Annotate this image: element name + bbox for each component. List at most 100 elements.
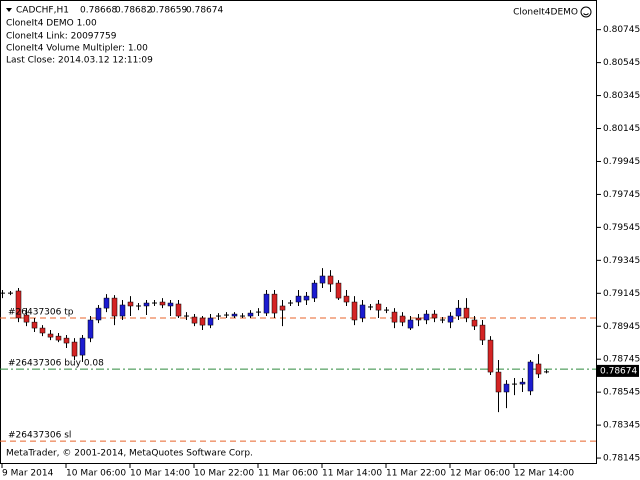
- candle-body: [455, 307, 462, 317]
- candle-body: [79, 337, 86, 356]
- candle-body: [423, 313, 430, 321]
- candle-body: [479, 324, 486, 341]
- candle-body: [71, 341, 78, 357]
- info-line: CloneIt4 Link: 20097759: [6, 32, 117, 42]
- candle-body: [487, 339, 494, 373]
- candle-body: [207, 317, 214, 326]
- y-tick-label: 0.80545: [603, 58, 640, 68]
- x-tick-label: 12 Mar 14:00: [514, 469, 574, 479]
- candle-body: [175, 303, 182, 317]
- smiley-face: [580, 6, 592, 18]
- plot-frame: [0, 0, 597, 464]
- candle-body: [471, 319, 478, 327]
- header-low: 0.78659: [150, 6, 187, 16]
- candle-body: [119, 304, 126, 317]
- candle-body: [535, 363, 542, 375]
- y-tick-label: 0.79545: [603, 223, 640, 233]
- candle-body: [231, 313, 238, 317]
- y-tick-label: 0.80745: [603, 25, 640, 35]
- candle-body: [391, 311, 398, 323]
- candle-body: [495, 371, 502, 393]
- candle-body: [63, 337, 70, 344]
- candle-body: [399, 315, 406, 323]
- candle-body: [335, 282, 342, 299]
- x-tick-label: 11 Mar 06:00: [258, 469, 318, 479]
- y-tick-label: 0.79145: [603, 289, 640, 299]
- candle-body: [159, 301, 166, 306]
- x-tick-label: 11 Mar 14:00: [322, 469, 382, 479]
- info-line: CloneIt4 Volume Multipler: 1.00: [6, 44, 148, 54]
- candle-body: [15, 290, 22, 319]
- candle-body: [199, 317, 206, 326]
- level-label: #26437306 buy 0.08: [8, 359, 104, 369]
- candle-body: [319, 275, 326, 284]
- candle-body: [263, 293, 270, 314]
- candle-body: [447, 315, 454, 323]
- candle-body: [279, 305, 286, 311]
- y-tick-label: 0.78545: [603, 388, 640, 398]
- level-label: #26437306 tp: [8, 308, 74, 318]
- candle-body: [431, 313, 438, 319]
- candle-body: [463, 307, 470, 319]
- price-tag: [597, 364, 639, 377]
- y-tick-label: 0.80345: [603, 91, 640, 101]
- menu-arrow[interactable]: [6, 8, 12, 12]
- y-tick-label: 0.80145: [603, 124, 640, 134]
- candle-body: [375, 303, 382, 311]
- x-tick-label: 10 Mar 14:00: [130, 469, 190, 479]
- candle-body: [87, 319, 94, 339]
- x-tick-label: 10 Mar 22:00: [194, 469, 254, 479]
- candle-body: [127, 301, 134, 307]
- candle-body: [167, 302, 174, 307]
- expert-smiley[interactable]: [580, 6, 592, 18]
- candle-body: [407, 319, 414, 329]
- info-line: Last Close: 2014.03.12 12:11:09: [6, 56, 153, 66]
- candle-body: [47, 333, 54, 338]
- candle-body: [527, 361, 534, 392]
- y-tick-label: 0.78745: [603, 355, 640, 365]
- x-tick-label: 12 Mar 06:00: [450, 469, 510, 479]
- x-tick-label: 11 Mar 22:00: [386, 469, 446, 479]
- y-tick-label: 0.79745: [603, 190, 640, 200]
- candle-body: [191, 316, 198, 324]
- candle-body: [503, 383, 510, 393]
- candle-body: [327, 275, 334, 285]
- candle-body: [95, 307, 102, 321]
- info-line: CloneIt4 DEMO 1.00: [6, 19, 97, 29]
- candle-body: [111, 297, 118, 317]
- candle-body: [295, 295, 302, 303]
- y-tick-label: 0.79945: [603, 157, 640, 167]
- y-tick-label: 0.78145: [603, 454, 640, 464]
- candle-body: [415, 317, 422, 321]
- x-tick-label: 9 Mar 2014: [2, 469, 54, 479]
- candle-body: [55, 335, 62, 341]
- header-close: 0.78674: [186, 6, 223, 16]
- candle-body: [31, 321, 38, 329]
- level-label: #26437306 sl: [8, 431, 71, 441]
- header-open: 0.78668: [80, 6, 117, 16]
- price-tag-label: 0.78674: [600, 366, 637, 376]
- candle-body: [351, 301, 358, 321]
- candle-body: [39, 327, 46, 334]
- candle-body: [271, 293, 278, 314]
- candle-body: [303, 295, 310, 301]
- y-tick-label: 0.79345: [603, 256, 640, 266]
- footer: MetaTrader, © 2001-2014, MetaQuotes Soft…: [6, 449, 253, 459]
- candle-body: [343, 295, 350, 303]
- candle-body: [143, 302, 150, 307]
- expert-name: CloneIt4DEMO: [513, 8, 578, 18]
- y-tick-label: 0.78345: [603, 421, 640, 431]
- symbol: CADCHF,H1: [16, 6, 69, 16]
- candle-body: [23, 314, 30, 323]
- smiley-mouth: [583, 13, 589, 16]
- candle-body: [359, 304, 366, 319]
- marks: [0, 268, 596, 442]
- y-tick-label: 0.78945: [603, 322, 640, 332]
- candle-body: [103, 297, 110, 309]
- candle-body: [311, 282, 318, 299]
- candle-body: [519, 381, 526, 385]
- x-tick-label: 10 Mar 06:00: [66, 469, 126, 479]
- candle-body: [247, 312, 254, 317]
